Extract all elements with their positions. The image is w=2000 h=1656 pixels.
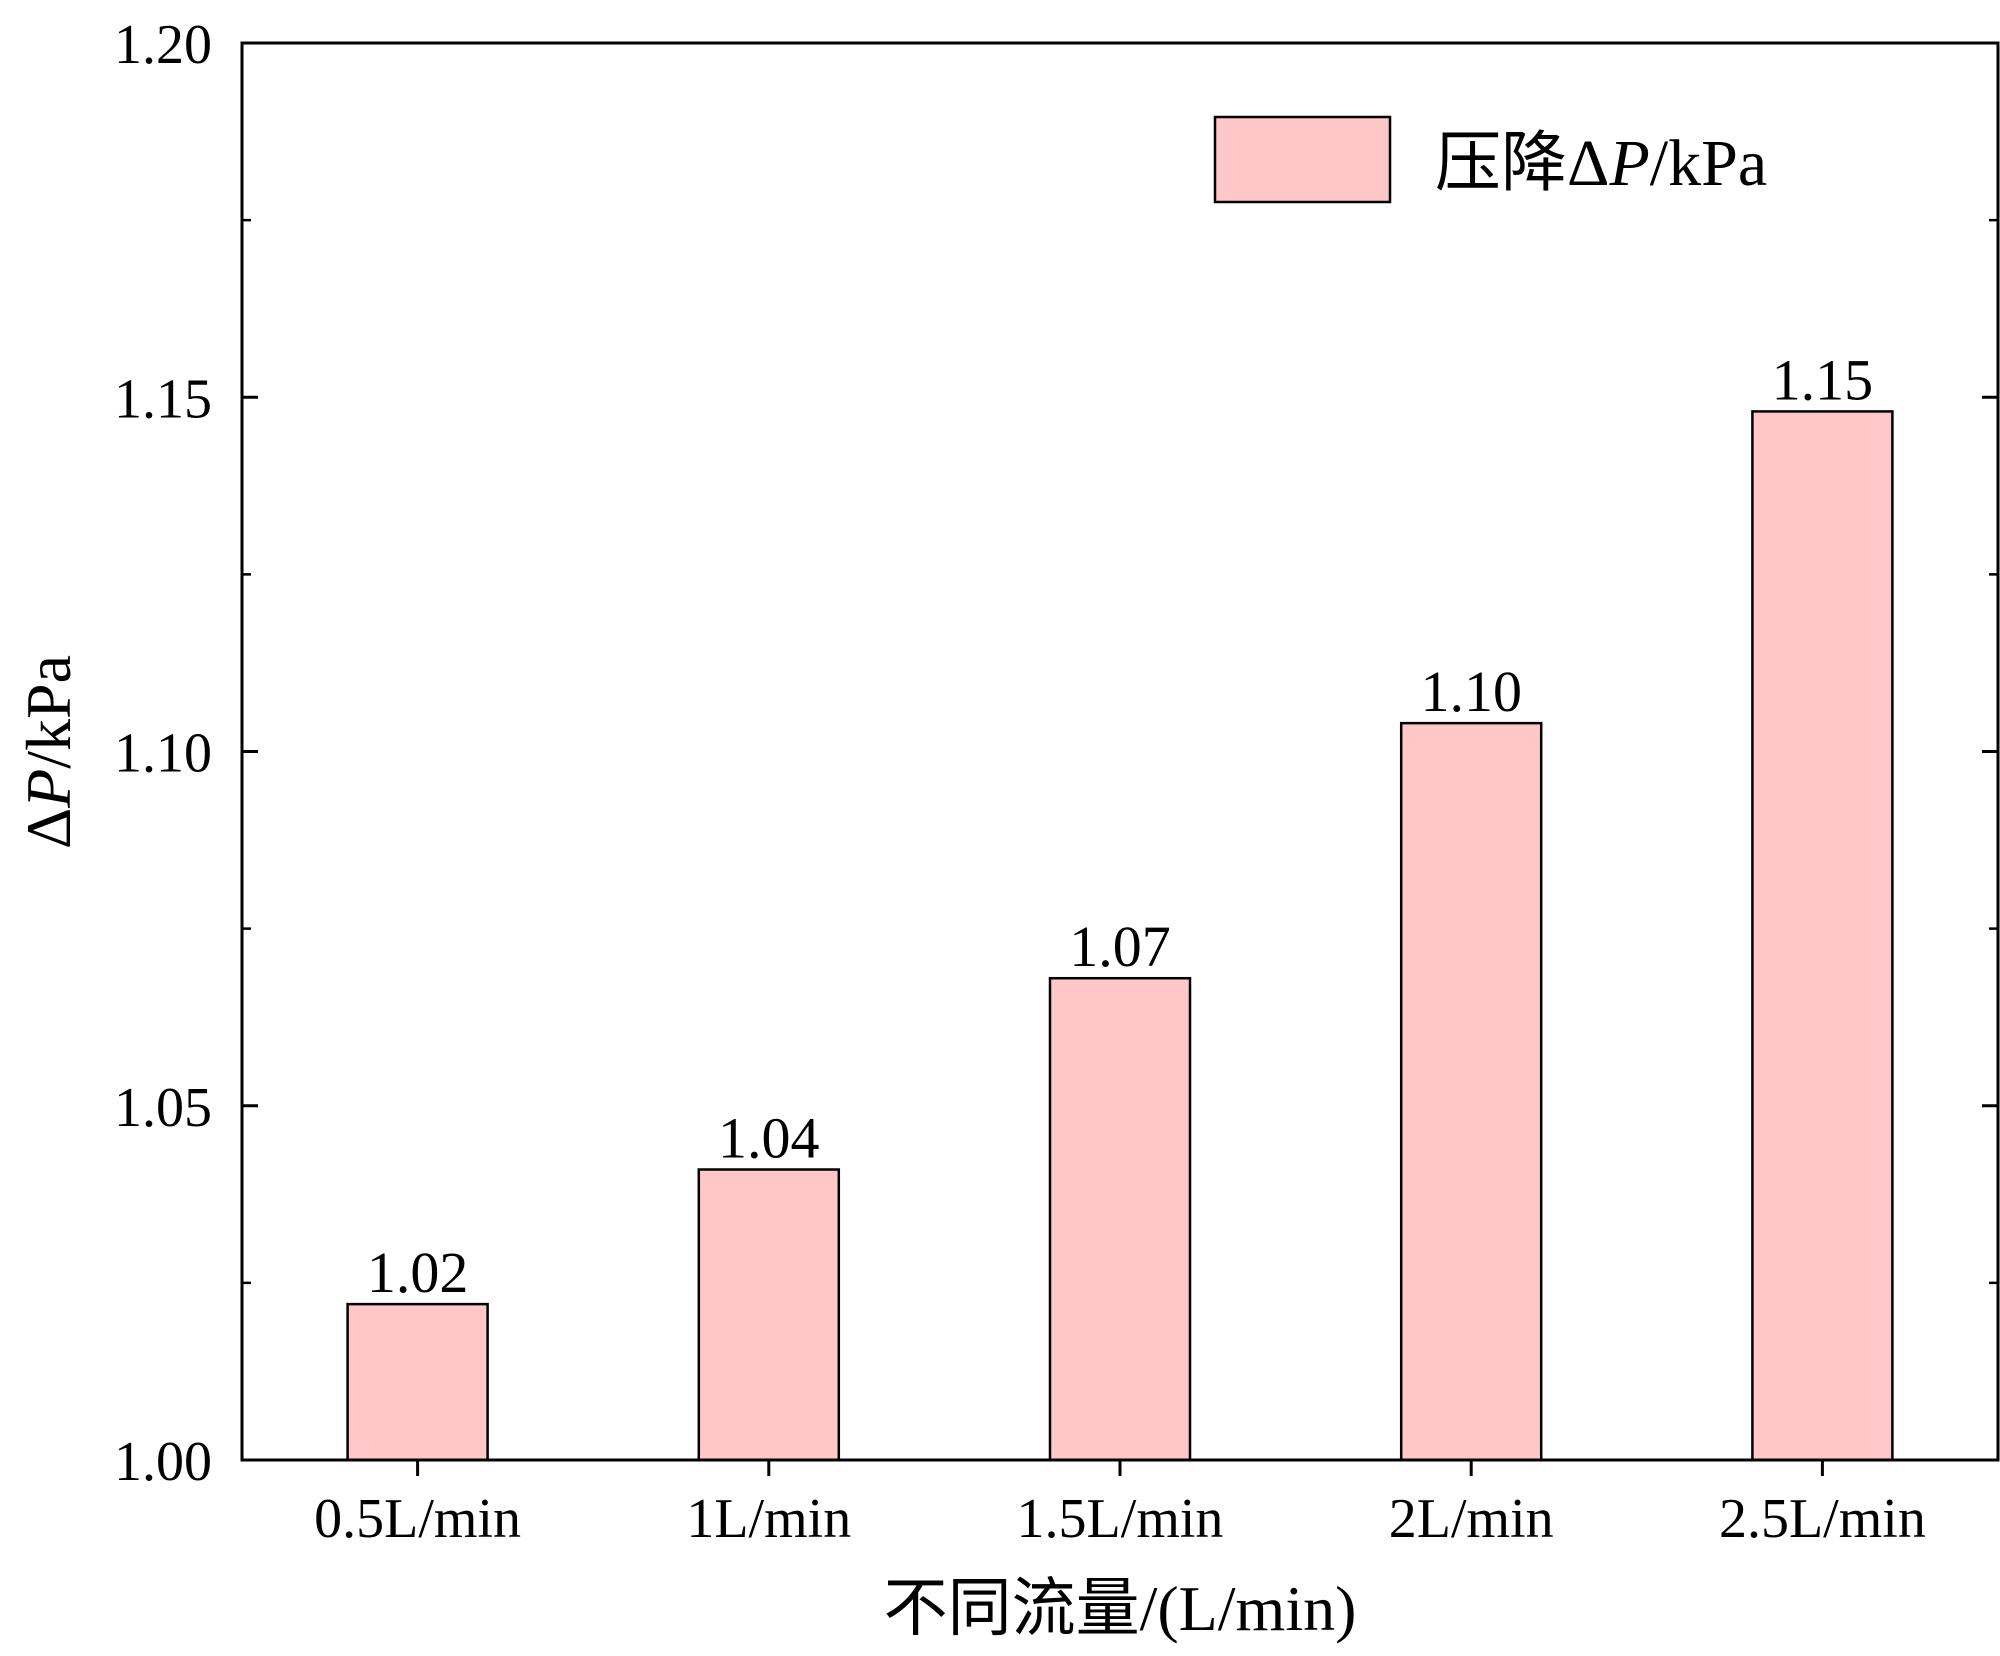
value-labels-group: 1.02 1.04 1.07 1.10 1.15 [367, 347, 1873, 1305]
y-axis-title-delta: Δ [13, 808, 84, 849]
x-tick-label: 0.5L/min [314, 1488, 521, 1550]
legend-swatch [1213, 115, 1392, 204]
y-axis-title-p: P [13, 769, 84, 809]
legend-label-prefix: 压降Δ [1435, 127, 1609, 200]
y-axis-title-unit: /kPa [13, 655, 84, 769]
bar [346, 1302, 489, 1462]
plot-frame [240, 41, 2000, 1462]
y-tick-label: 1.10 [114, 723, 212, 785]
y-tick-label: 1.15 [114, 368, 212, 430]
bar [697, 1168, 841, 1462]
legend-label-suffix: /kPa [1650, 127, 1767, 200]
bar [1751, 410, 1894, 1462]
x-axis-title: 不同流量/(L/min) [884, 1573, 1357, 1644]
bar [1048, 976, 1192, 1462]
y-axis-title: ΔP/kPa [13, 655, 84, 849]
y-tick-label: 1.20 [114, 14, 212, 76]
x-tick-label: 1L/min [686, 1488, 851, 1550]
x-tick-label: 2L/min [1389, 1488, 1554, 1550]
bar-value-label: 1.07 [1069, 914, 1171, 979]
x-tick-label: 2.5L/min [1719, 1488, 1926, 1550]
y-ticks-group: 1.00 1.05 1.10 1.15 1.20 [114, 14, 1998, 1493]
bar [1399, 721, 1543, 1462]
x-ticks-group: 0.5L/min 1L/min 1.5L/min 2L/min 2.5L/min [314, 1460, 1926, 1550]
bar-value-label: 1.02 [367, 1240, 469, 1305]
y-tick-label: 1.00 [114, 1431, 212, 1493]
bar-value-label: 1.10 [1420, 659, 1522, 724]
bars-group [346, 410, 1894, 1462]
y-tick-label: 1.05 [114, 1077, 212, 1139]
legend: 压降ΔP/kPa [1213, 115, 1767, 204]
legend-label: 压降ΔP/kPa [1435, 127, 1767, 200]
x-tick-label: 1.5L/min [1017, 1488, 1224, 1550]
bar-value-label: 1.15 [1772, 347, 1874, 412]
legend-label-p: P [1608, 127, 1649, 200]
bar-value-label: 1.04 [718, 1106, 820, 1171]
